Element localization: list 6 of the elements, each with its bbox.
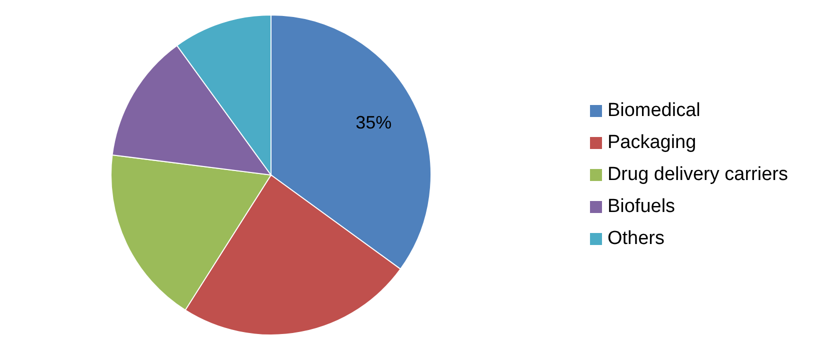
legend-label: Biomedical bbox=[607, 99, 700, 123]
legend-label: Packaging bbox=[607, 131, 696, 155]
legend-label: Others bbox=[607, 227, 664, 251]
data-label: 35% bbox=[356, 112, 392, 133]
legend-label: Drug delivery carriers bbox=[607, 163, 788, 187]
legend-label: Biofuels bbox=[607, 195, 676, 219]
